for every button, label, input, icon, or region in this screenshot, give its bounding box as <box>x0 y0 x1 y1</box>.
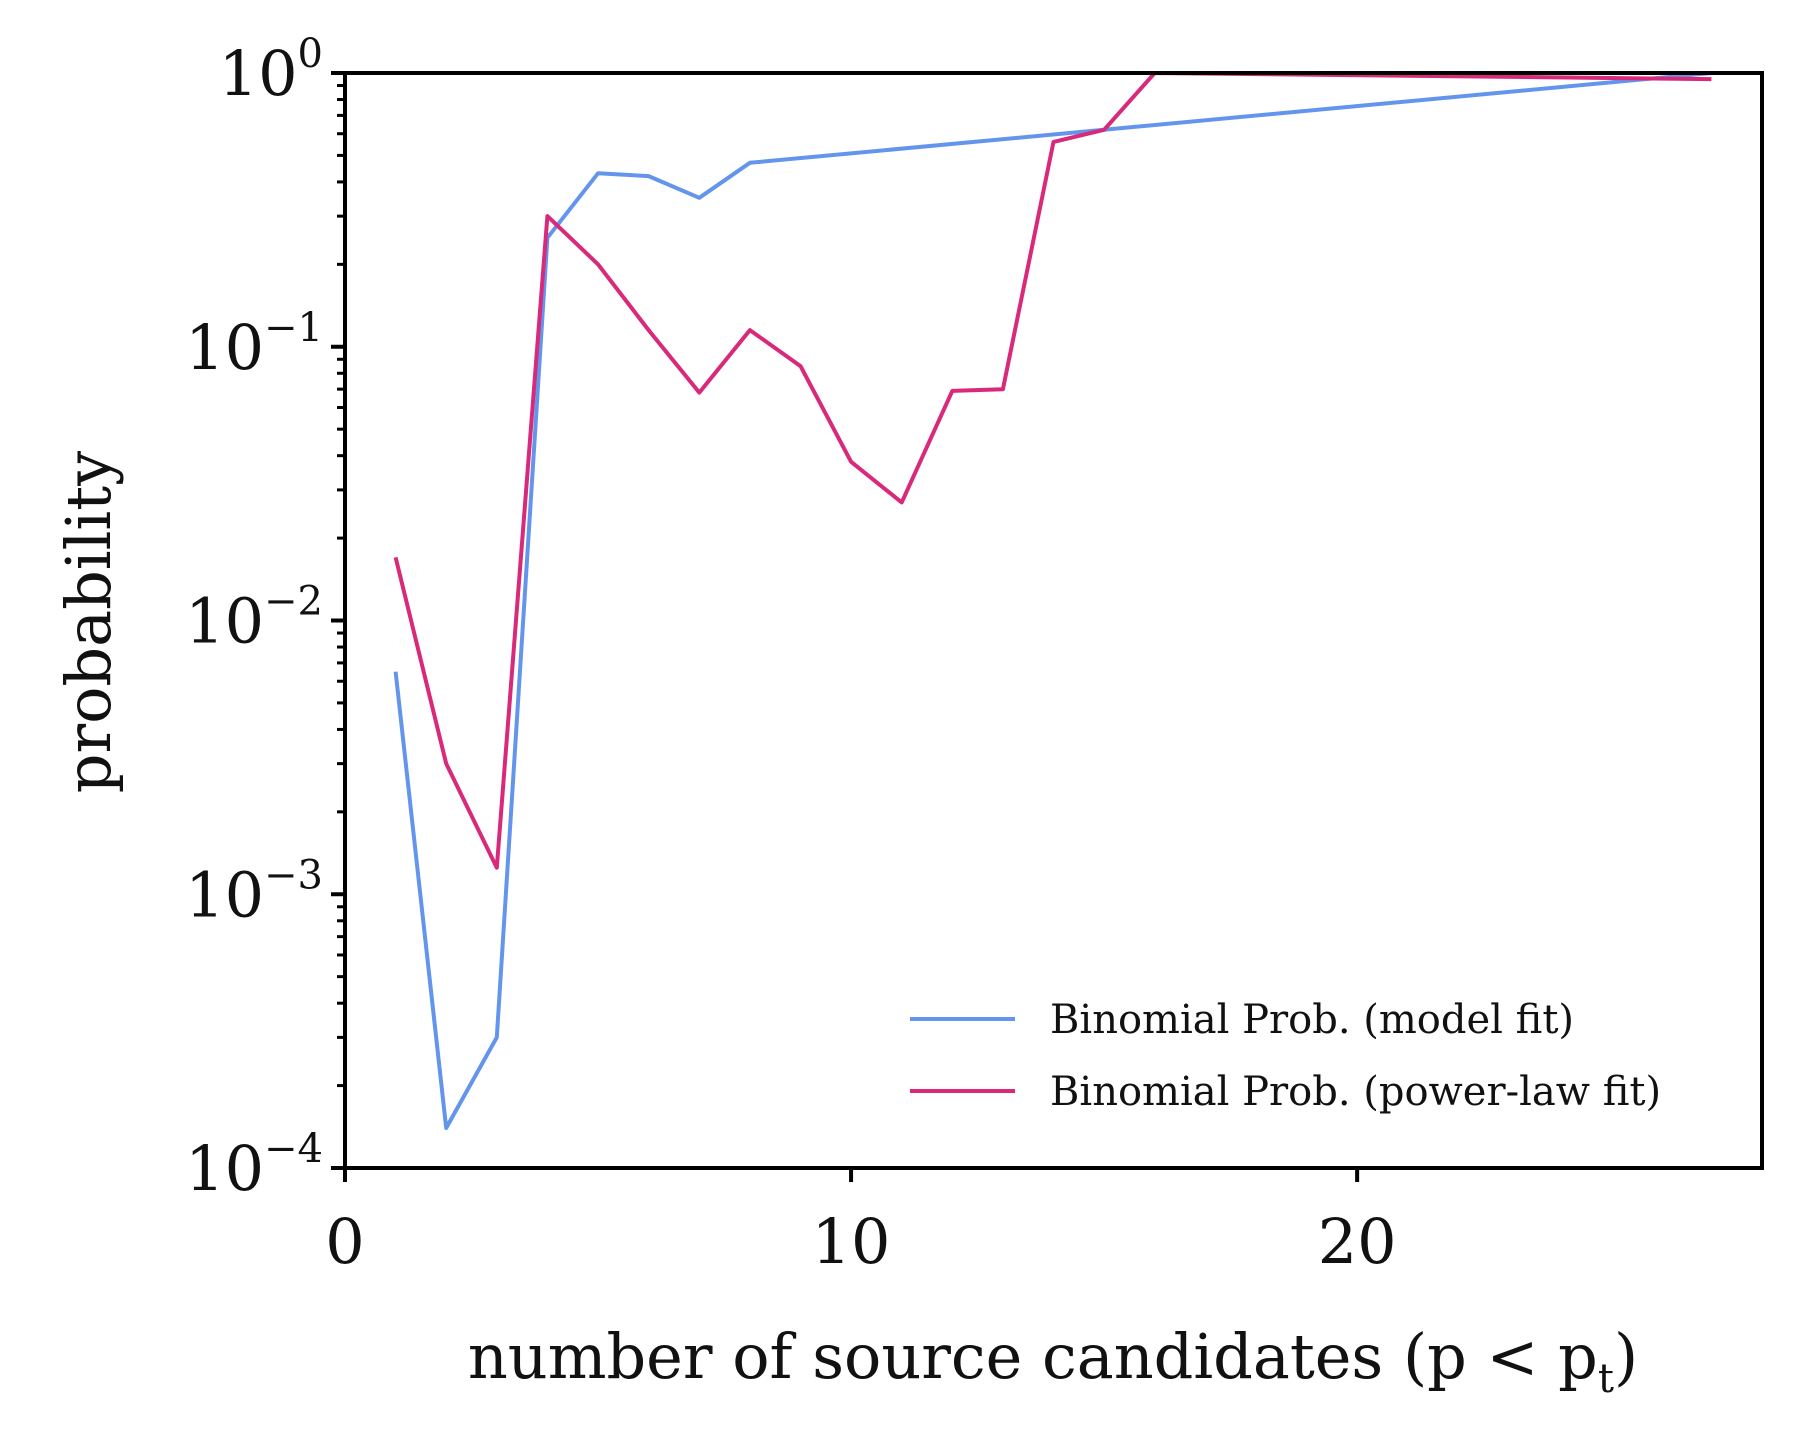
x-axis-label-main: number of source candidates (p < p <box>468 1320 1598 1393</box>
y-tick-label: 100 <box>219 31 323 110</box>
y-tick-label: 10−3 <box>185 852 323 931</box>
series-layer <box>393 73 1712 1130</box>
tick-labels: 0 10 20 10−4 10−3 10−2 10−1 100 <box>185 31 1396 1278</box>
series-line-model-fit <box>393 73 1712 1130</box>
x-tick-label: 20 <box>1318 1205 1397 1278</box>
x-axis-label-close: ) <box>1614 1320 1638 1393</box>
plot-frame <box>343 71 1764 1170</box>
x-tick-label: 10 <box>812 1205 891 1278</box>
y-axis-label: probability <box>52 451 125 793</box>
legend-label-model-fit: Binomial Prob. (model fit) <box>1050 997 1574 1043</box>
x-axis-label-sub: t <box>1598 1356 1614 1402</box>
x-axis-label: number of source candidates (p < pt) <box>468 1320 1638 1402</box>
y-tick-label: 10−4 <box>185 1126 323 1205</box>
legend: Binomial Prob. (model fit) Binomial Prob… <box>910 997 1661 1115</box>
series-line-power-law-fit <box>393 73 1712 870</box>
x-tick-label: 0 <box>325 1205 364 1278</box>
y-tick-label: 10−1 <box>185 305 323 384</box>
legend-label-power-law-fit: Binomial Prob. (power-law fit) <box>1050 1069 1661 1115</box>
y-tick-label: 10−2 <box>185 579 323 658</box>
axis-ticks <box>331 71 1360 1182</box>
